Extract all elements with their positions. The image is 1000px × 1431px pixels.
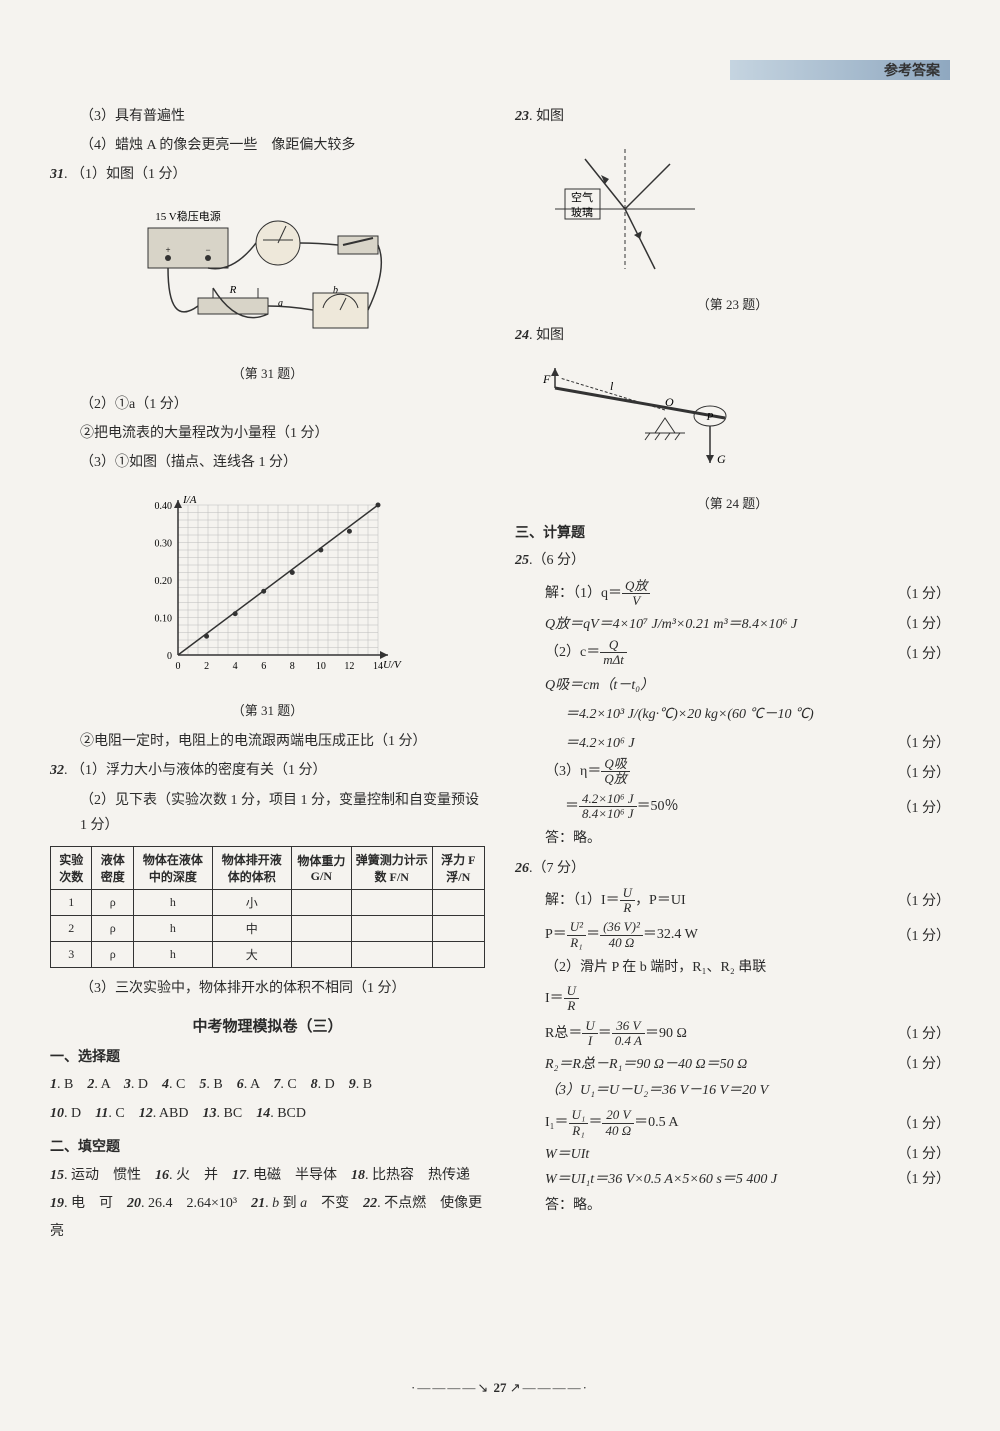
table-header: 物体排开液体的体积 [212, 846, 291, 889]
q32-3: （3）三次实验中，物体排开水的体积不相同（1 分） [50, 976, 485, 1001]
refraction-svg: 空气 玻璃 [545, 139, 705, 279]
q26-head: 26.（7 分） [515, 856, 950, 881]
svg-text:2: 2 [204, 661, 209, 672]
svg-text:8: 8 [289, 661, 294, 672]
circuit-svg: 15 V稳压电源 + − R a b [138, 198, 398, 348]
page-footer: ·――――↘ 27 ↗――――· [0, 1380, 1000, 1396]
q31-head: 31. 31.（1）如图（1 分）（1）如图（1 分） [50, 162, 485, 187]
svg-text:0.10: 0.10 [154, 614, 172, 625]
table-row: 2ρh中 [51, 915, 485, 941]
table-row: 1ρh小 [51, 889, 485, 915]
q32-1: 32. 32.（1）浮力大小与液体的密度有关（1 分）（1）浮力大小与液体的密度… [50, 758, 485, 783]
choice-line: 1. B 2. A 3. D 4. C 5. B 6. A 7. C 8. D … [50, 1072, 485, 1097]
eq-row: R总＝UI＝36 V0.4 A＝90 Ω （1 分） [515, 1019, 950, 1049]
choice-line: 10. D 11. C 12. ABD 13. BC 14. BCD [50, 1101, 485, 1126]
text-line: （2）①a（1 分） [50, 392, 485, 417]
eq-row: P＝U²R₁＝(36 V)²40 Ω＝32.4 W （1 分） [515, 920, 950, 950]
fig31a-caption: （第 31 题） [50, 363, 485, 382]
right-column: 23. 如图 空气 玻璃 （第 23 题） 24. 如图 [515, 100, 950, 1250]
svg-text:14: 14 [373, 661, 383, 672]
eq-row: ＝4.2×10⁶ J8.4×10⁶ J＝50％ （1 分） [515, 792, 950, 822]
sec3-title: 三、计算题 [515, 522, 950, 542]
fig24-caption: （第 24 题） [515, 493, 950, 512]
header-title: 参考答案 [884, 60, 940, 80]
svg-text:F: F [542, 372, 551, 386]
glass-label: 玻璃 [571, 205, 593, 219]
main-content: （3）具有普遍性 （4）蜡烛 A 的像会更亮一些 像距偏大较多 31. 31.（… [50, 100, 950, 1250]
eq-row: （2）c＝QmΔt （1 分） [515, 638, 950, 668]
circuit-figure: 15 V稳压电源 + − R a b [50, 198, 485, 353]
fig31b-caption: （第 31 题） [50, 700, 485, 719]
eq-row: W＝UI₁t＝36 V×0.5 A×5×60 s＝5 400 J（1 分） [515, 1168, 950, 1188]
text-line: （3）①如图（描点、连线各 1 分） [50, 450, 485, 475]
svg-text:4: 4 [232, 661, 237, 672]
graph-svg: I/A U/V 0 0.10 0.20 0.30 0.40 0 2 4 6 8 10 12 14 [128, 485, 408, 685]
svg-text:P: P [706, 411, 714, 423]
eq-row: R₂＝R总－R₁＝90 Ω－40 Ω＝50 Ω（1 分） [515, 1053, 950, 1073]
graph-figure: I/A U/V 0 0.10 0.20 0.30 0.40 0 2 4 6 8 10 12 14 [50, 485, 485, 690]
svg-text:O: O [665, 395, 674, 409]
page-number: 27 [494, 1380, 507, 1395]
table-header: 液体密度 [92, 846, 133, 889]
svg-text:0.40: 0.40 [154, 501, 172, 512]
table-header: 实验次数 [51, 846, 92, 889]
q24-head: 24. 如图 [515, 323, 950, 348]
svg-text:0.30: 0.30 [154, 539, 172, 550]
eq-line: Q吸＝cm（t－t₀） [515, 673, 950, 698]
eq-row: 解：（1）I＝UR，P＝UI （1 分） [515, 886, 950, 916]
eq-row: 解：（1）q＝Q放V （1 分） [515, 579, 950, 609]
svg-text:R: R [228, 284, 236, 296]
svg-text:a: a [278, 298, 283, 309]
eq-row: Q放＝qV＝4×10⁷ J/m³×0.21 m³＝8.4×10⁶ J（1 分） [515, 613, 950, 633]
eq-row: W＝UIt（1 分） [515, 1143, 950, 1163]
svg-text:G: G [717, 452, 726, 466]
svg-text:6: 6 [261, 661, 266, 672]
text-line: （3）具有普遍性 [50, 104, 485, 129]
q23-head: 23. 如图 [515, 104, 950, 129]
q25-head: 25.（6 分） [515, 548, 950, 573]
table-header: 物体重力 G/N [291, 846, 351, 889]
circuit-label: 15 V稳压电源 [155, 209, 221, 223]
table-header: 浮力 F浮/N [432, 846, 484, 889]
svg-text:+: + [165, 245, 170, 255]
q32-2: （2）见下表（实验次数 1 分，项目 1 分，变量控制和自变量预设 1 分） [50, 788, 485, 838]
ans-line: 答：略。 [515, 826, 950, 851]
eq-row: ＝4.2×10⁶ J（1 分） [515, 732, 950, 752]
lever-figure: F l O P G [515, 358, 950, 483]
sec1-title: 一、选择题 [50, 1046, 485, 1066]
lever-svg: F l O P G [535, 358, 745, 478]
svg-text:I/A: I/A [182, 494, 197, 506]
fig23-caption: （第 23 题） [515, 294, 950, 313]
text-line: ②把电流表的大量程改为小量程（1 分） [50, 421, 485, 446]
svg-text:0: 0 [175, 661, 180, 672]
refraction-figure: 空气 玻璃 [515, 139, 950, 284]
eq-row: I₁＝U₁R₁＝20 V40 Ω＝0.5 A （1 分） [515, 1108, 950, 1138]
svg-text:l: l [610, 379, 614, 393]
eq-line: （2）滑片 P 在 b 端时，R₁、R₂ 串联 [515, 955, 950, 980]
text-line: （4）蜡烛 A 的像会更亮一些 像距偏大较多 [50, 133, 485, 158]
table-header: 弹簧测力计示数 F/N [351, 846, 432, 889]
eq-line: I＝UR [515, 984, 950, 1014]
eq-line: ＝4.2×10³ J/(kg·℃)×20 kg×(60 ℃－10 ℃) [515, 702, 950, 727]
air-label: 空气 [571, 190, 593, 204]
exam-title: 中考物理模拟卷（三） [50, 1015, 485, 1036]
svg-text:12: 12 [344, 661, 354, 672]
sec2-title: 二、填空题 [50, 1136, 485, 1156]
eq-line: （3）U₁＝U－U₂＝36 V－16 V＝20 V [515, 1078, 950, 1103]
eq-row: （3）η＝Q吸Q放 （1 分） [515, 757, 950, 787]
text-line: ②电阻一定时，电阻上的电流跟两端电压成正比（1 分） [50, 729, 485, 754]
fill-line: 15. 运动 惯性 16. 火 并 17. 电磁 半导体 18. 比热容 热传递… [50, 1162, 485, 1246]
header-ribbon: 参考答案 [730, 60, 950, 80]
svg-text:0.20: 0.20 [154, 576, 172, 587]
left-column: （3）具有普遍性 （4）蜡烛 A 的像会更亮一些 像距偏大较多 31. 31.（… [50, 100, 485, 1250]
experiment-table: 实验次数液体密度物体在液体中的深度物体排开液体的体积物体重力 G/N弹簧测力计示… [50, 846, 485, 968]
ans-line: 答：略。 [515, 1193, 950, 1218]
table-header: 物体在液体中的深度 [133, 846, 212, 889]
svg-text:0: 0 [167, 651, 172, 662]
svg-text:−: − [205, 245, 210, 255]
svg-text:10: 10 [315, 661, 325, 672]
table-row: 3ρh大 [51, 941, 485, 967]
svg-text:U/V: U/V [383, 659, 402, 671]
